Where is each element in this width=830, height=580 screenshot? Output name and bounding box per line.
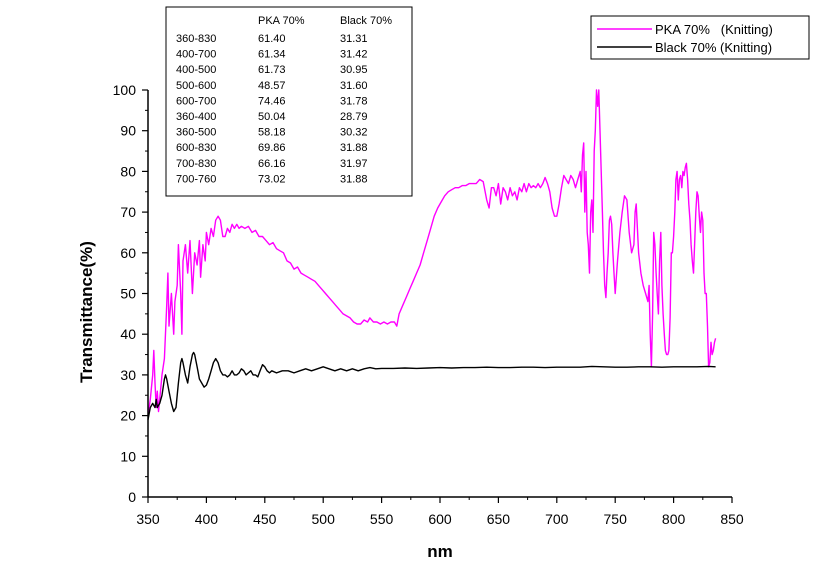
x-tick-label: 800 bbox=[662, 511, 686, 527]
series-line-1 bbox=[147, 351, 716, 420]
summary-table-value: 48.57 bbox=[258, 80, 286, 92]
x-tick-label: 700 bbox=[545, 511, 569, 527]
y-tick-label: 70 bbox=[120, 204, 136, 220]
legend-frame bbox=[590, 15, 810, 60]
y-tick-label: 20 bbox=[120, 408, 136, 424]
summary-table-value: 61.34 bbox=[258, 49, 286, 61]
x-ticks-group: 350 400 450 500 550 600 650 700 750 800 850 bbox=[136, 497, 744, 527]
y-ticks-group: 0 10 20 30 40 50 60 70 80 90 100 bbox=[113, 82, 148, 505]
summary-table-value: 31.42 bbox=[340, 49, 368, 61]
legend: PKA 70% (Knitting) Black 70% (Knitting) bbox=[590, 15, 810, 60]
summary-table-range: 400-700 bbox=[176, 49, 216, 61]
summary-table-cells: PKA 70% Black 70% 360-830 61.40 31.31 400-700… bbox=[176, 15, 392, 185]
summary-table-range: 700-760 bbox=[176, 173, 216, 185]
y-tick-label: 10 bbox=[120, 448, 136, 464]
plot-series-group bbox=[147, 89, 717, 420]
summary-table-value: 30.32 bbox=[340, 127, 368, 139]
series-line-0 bbox=[147, 89, 717, 416]
x-tick-label: 350 bbox=[136, 511, 160, 527]
summary-table-value: 50.04 bbox=[258, 111, 286, 123]
summary-table-value: 61.73 bbox=[258, 64, 286, 76]
summary-table-header: PKA 70% bbox=[258, 15, 305, 27]
summary-table-range: 600-700 bbox=[176, 95, 216, 107]
x-tick-label: 600 bbox=[428, 511, 452, 527]
summary-table-value: 69.86 bbox=[258, 142, 286, 154]
summary-table-value: 31.88 bbox=[340, 142, 368, 154]
summary-table-value: 74.46 bbox=[258, 95, 286, 107]
summary-table-value: 66.16 bbox=[258, 158, 286, 170]
legend-label-black: Black 70% (Knitting) bbox=[655, 40, 772, 55]
summary-table: PKA 70% Black 70% 360-830 61.40 31.31 400-700… bbox=[165, 6, 413, 197]
summary-table-value: 61.40 bbox=[258, 33, 286, 45]
x-tick-label: 750 bbox=[604, 511, 628, 527]
summary-table-range: 400-500 bbox=[176, 64, 216, 76]
x-tick-label: 550 bbox=[370, 511, 394, 527]
summary-table-range: 360-500 bbox=[176, 127, 216, 139]
legend-label-pka: PKA 70% (Knitting) bbox=[655, 22, 773, 37]
summary-table-range: 600-830 bbox=[176, 142, 216, 154]
y-tick-label: 80 bbox=[120, 163, 136, 179]
summary-table-frame bbox=[165, 6, 413, 197]
x-tick-label: 500 bbox=[312, 511, 336, 527]
summary-table-value: 31.60 bbox=[340, 80, 368, 92]
summary-table-header: Black 70% bbox=[340, 15, 392, 27]
y-tick-label: 90 bbox=[120, 123, 136, 139]
summary-table-value: 58.18 bbox=[258, 127, 286, 139]
y-tick-label: 60 bbox=[120, 245, 136, 261]
summary-table-range: 700-830 bbox=[176, 158, 216, 170]
summary-table-value: 31.97 bbox=[340, 158, 368, 170]
y-axis-title: Transmittance(%) bbox=[77, 241, 96, 383]
y-tick-label: 30 bbox=[120, 367, 136, 383]
summary-table-value: 31.78 bbox=[340, 95, 368, 107]
y-tick-label: 0 bbox=[128, 489, 136, 505]
y-tick-label: 50 bbox=[120, 286, 136, 302]
summary-table-value: 73.02 bbox=[258, 173, 286, 185]
summary-table-value: 31.31 bbox=[340, 33, 368, 45]
x-tick-label: 450 bbox=[253, 511, 277, 527]
summary-table-range: 360-830 bbox=[176, 33, 216, 45]
summary-table-value: 31.88 bbox=[340, 173, 368, 185]
summary-table-value: 30.95 bbox=[340, 64, 368, 76]
y-tick-label: 100 bbox=[113, 82, 137, 98]
summary-table-range: 360-400 bbox=[176, 111, 216, 123]
summary-table-value: 28.79 bbox=[340, 111, 368, 123]
x-tick-label: 400 bbox=[195, 511, 219, 527]
y-tick-label: 40 bbox=[120, 326, 136, 342]
summary-table-range: 500-600 bbox=[176, 80, 216, 92]
x-axis-title: nm bbox=[427, 542, 453, 561]
x-tick-label: 650 bbox=[487, 511, 511, 527]
x-tick-label: 850 bbox=[720, 511, 744, 527]
